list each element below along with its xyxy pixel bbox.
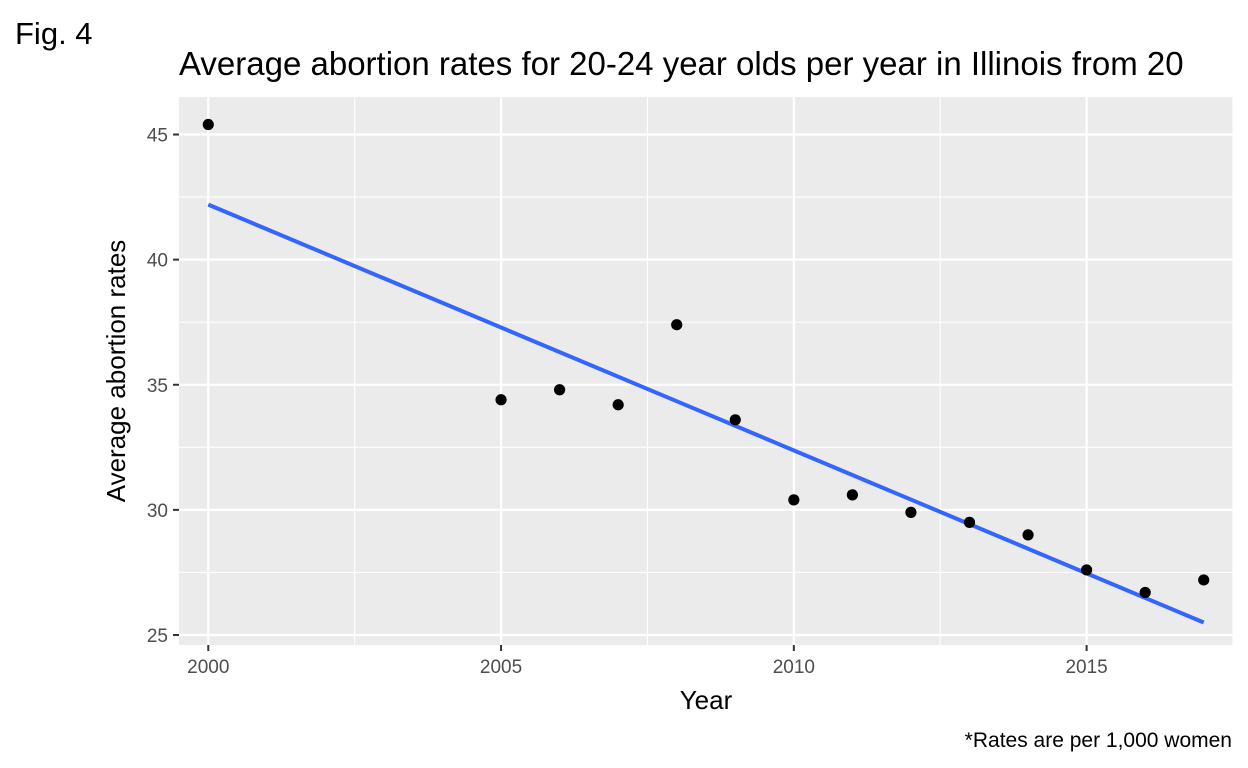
x-axis-title: Year (680, 685, 733, 715)
x-tick-label: 2005 (480, 657, 522, 678)
trend-line-layer (207, 202, 1205, 625)
data-point (612, 399, 624, 411)
chart-title: Average abortion rates for 20-24 year ol… (179, 45, 1184, 82)
figure-label: Fig. 4 (15, 16, 93, 51)
y-tick-label: 25 (147, 626, 168, 647)
data-point (1139, 586, 1151, 599)
y-axis-title: Average abortion rates (101, 240, 131, 503)
y-axis: 25 30 35 40 45 (147, 126, 179, 647)
data-point (1022, 529, 1034, 541)
x-axis: 2000 2005 2010 2015 (187, 645, 1108, 678)
data-point (554, 384, 566, 396)
data-point (729, 414, 741, 426)
caption: *Rates are per 1,000 women (965, 729, 1232, 752)
data-point (671, 319, 683, 331)
x-tick-label: 2010 (773, 657, 815, 678)
x-tick-label: 2000 (187, 657, 229, 678)
data-points (202, 118, 1210, 599)
data-point (905, 506, 917, 518)
y-tick-label: 30 (147, 501, 168, 522)
data-point (846, 489, 858, 501)
data-point (202, 118, 214, 131)
y-tick-label: 35 (147, 376, 168, 397)
data-point (1081, 564, 1093, 576)
plot-panel (179, 97, 1233, 645)
y-tick-label: 45 (147, 126, 168, 147)
data-point (1198, 574, 1210, 586)
data-point (495, 394, 507, 406)
x-tick-label: 2015 (1065, 657, 1107, 678)
minor-gridlines (179, 97, 1234, 645)
y-tick-label: 40 (147, 251, 168, 272)
major-gridlines (179, 97, 1233, 645)
trend-line (207, 202, 1205, 625)
data-point (788, 494, 800, 506)
data-point (963, 516, 976, 528)
